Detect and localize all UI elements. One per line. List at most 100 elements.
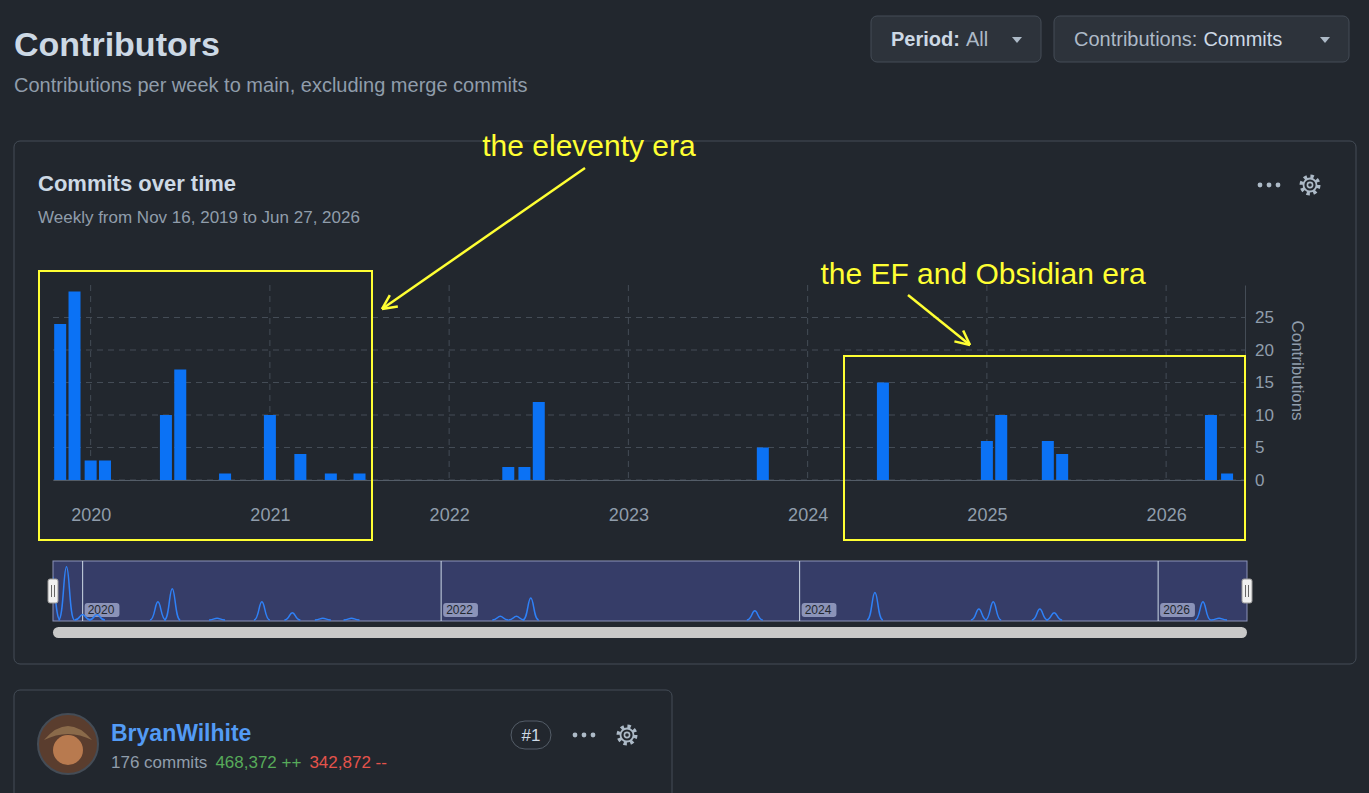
dot [573, 733, 578, 738]
handle-box[interactable] [48, 579, 58, 603]
gear-hub [1307, 182, 1312, 187]
x-tick: 2026 [1147, 480, 1187, 525]
navigator-spike [254, 602, 270, 620]
card-box [14, 690, 672, 793]
button-box[interactable] [1054, 16, 1349, 62]
handle-grip [51, 585, 52, 597]
annotation-text: the eleventy era [482, 129, 696, 162]
x-grid-line [90, 285, 91, 480]
chart-panel [14, 141, 1356, 664]
y-tick-label: 25 [1255, 308, 1274, 327]
arrow-shaft [382, 168, 585, 309]
navigator-label: 2024 [805, 603, 832, 617]
navigator-label-box [802, 603, 837, 617]
navigator-label-box [1160, 603, 1195, 617]
navigator-spike [492, 616, 508, 620]
y-grid-line [53, 382, 1245, 383]
caret [1320, 37, 1330, 43]
annotation-box [39, 271, 372, 540]
bar [533, 402, 545, 480]
navigator-tick [1158, 561, 1159, 621]
x-grid-line [449, 285, 450, 480]
card-settings-icon [619, 727, 636, 744]
navigator-spike [867, 593, 883, 621]
button-text: Contributions:Commits [1074, 28, 1282, 50]
handle-box[interactable] [1242, 579, 1252, 603]
chart-subtitle: Weekly from Nov 16, 2019 to Jun 27, 2026 [38, 208, 360, 227]
y-tick: 10 [1245, 406, 1274, 425]
x-tick: 2022 [430, 480, 470, 525]
bars [54, 292, 1233, 481]
navigator-tick [441, 561, 442, 621]
settings-icon [1302, 177, 1319, 194]
navigator-spike [1211, 618, 1227, 620]
y-tick: 25 [1245, 308, 1274, 327]
filter-button[interactable]: Period:All [871, 16, 1041, 62]
avatar-hat [44, 726, 92, 740]
dot [1267, 183, 1272, 188]
dot [1258, 183, 1263, 188]
navigator-spike [59, 567, 75, 620]
y-axis-title: Contributions [1288, 320, 1307, 420]
navigator-label-box [443, 603, 478, 617]
button-value: All [966, 28, 988, 50]
x-axis-line [54, 480, 1246, 481]
avatar-face [53, 735, 83, 765]
handle-grip [1245, 585, 1246, 597]
navigator-spike [971, 609, 987, 620]
page-title: Contributors [14, 25, 220, 63]
button-text: Period:All [891, 28, 988, 50]
y-axis: 0 5 10 15 20 25 [1245, 286, 1274, 490]
y-tick: 0 [1245, 471, 1264, 490]
x-grid-line [628, 285, 629, 480]
y-tick-label: 5 [1255, 438, 1264, 457]
menu-icon [1258, 183, 1281, 188]
bar [877, 383, 889, 481]
gear-ring [621, 729, 634, 742]
contributor-name[interactable]: BryanWilhite [111, 720, 251, 746]
navigator-spike [523, 598, 539, 620]
annotation-text: the EF and Obsidian era [820, 257, 1146, 290]
x-tick: 2025 [967, 480, 1007, 525]
navigator-spike [75, 615, 91, 621]
navigator-spike [89, 615, 105, 621]
x-axis: 2020202120222023202420252026 [54, 480, 1246, 525]
x-tick-label: 2021 [250, 505, 290, 525]
navigator-spike [747, 611, 763, 620]
dot [1276, 183, 1281, 188]
deletions: 342,872 -- [309, 753, 387, 772]
x-tick-label: 2024 [788, 505, 828, 525]
navigator-handle[interactable] [48, 579, 58, 603]
scrollbar[interactable] [53, 627, 1247, 638]
y-tick-label: 15 [1255, 373, 1274, 392]
navigator-spike [315, 618, 331, 620]
contributor-card: BryanWilhite176 commits468,372 ++342,872… [14, 690, 672, 793]
navigator-spike [284, 613, 300, 620]
bar [174, 370, 186, 481]
bar [85, 461, 97, 481]
filter-button[interactable]: Contributions:Commits [1054, 16, 1349, 62]
button-box[interactable] [871, 16, 1041, 62]
bar [69, 292, 81, 481]
y-tick: 15 [1245, 373, 1274, 392]
gear-teeth [1302, 177, 1319, 194]
gear-ring [1304, 179, 1317, 192]
bar [981, 441, 993, 480]
y-tick: 20 [1245, 341, 1274, 360]
y-tick-label: 10 [1255, 406, 1274, 425]
button-value: Commits [1203, 28, 1282, 50]
navigator-spike [1032, 609, 1048, 620]
bar [1042, 441, 1054, 480]
rank: #1 [522, 726, 541, 745]
bar [1221, 474, 1233, 481]
navigator-tick [82, 561, 83, 621]
chart-title: Commits over time [38, 171, 236, 196]
handle-grip [54, 585, 55, 597]
navigator-handle[interactable] [1242, 579, 1252, 603]
annotation-arrow [382, 168, 585, 309]
bar [294, 454, 306, 480]
bar [757, 448, 769, 481]
navigator-series [53, 567, 1227, 620]
x-grid-line [1166, 285, 1167, 480]
navigator-label: 2020 [88, 603, 115, 617]
